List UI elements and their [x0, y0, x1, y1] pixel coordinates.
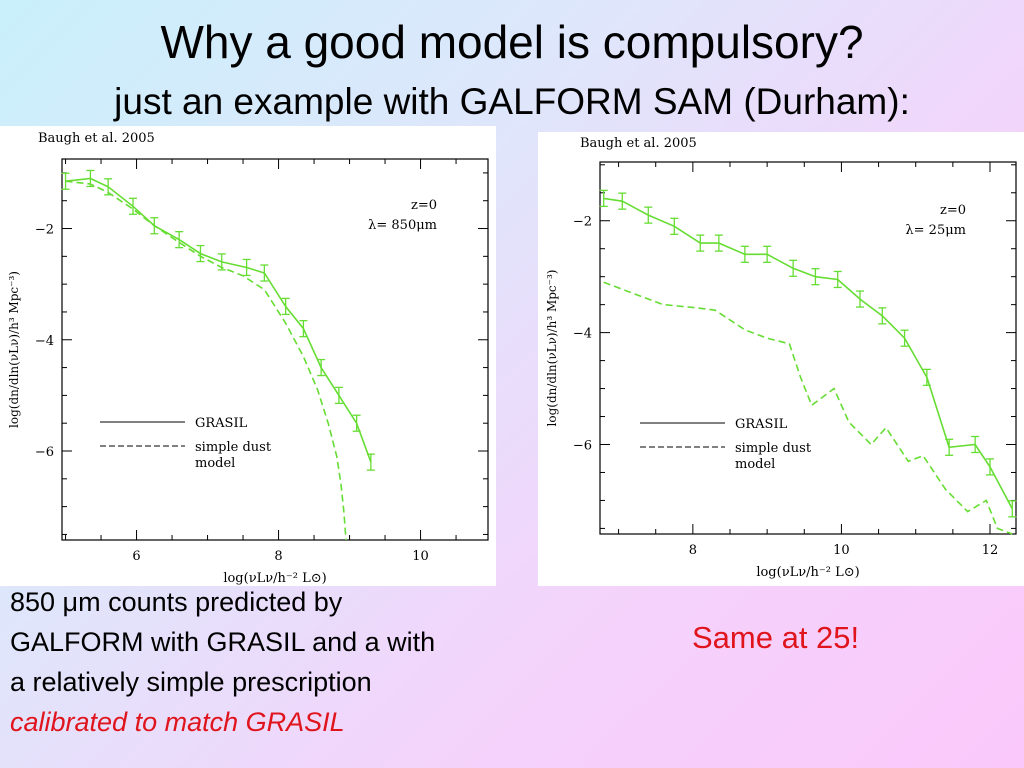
chart-25um: Baugh et al. 2005 8 10 12 −2 −4 −6 log(νLν/h⁻² …	[545, 136, 1017, 580]
legend-label-1: simple dust	[195, 440, 272, 455]
legend-label-1-cont: model	[735, 457, 775, 472]
y-tick-label: −6	[35, 445, 54, 460]
chart-850um: Baugh et al. 2005 6 8 10 −2 −4 −6 log(νLν/h⁻² L…	[7, 131, 489, 586]
caption-right: Same at 25!	[692, 620, 860, 655]
caption-line-4: calibrated to match GRASIL	[10, 707, 345, 737]
plot-frame	[599, 161, 1017, 535]
slide-subtitle: just an example with GALFORM SAM (Durham…	[114, 81, 910, 122]
series-line-1	[603, 281, 1013, 535]
x-axis-label: log(νLν/h⁻² L⊙)	[756, 565, 859, 580]
caption-line-1: 850 μm counts predicted by	[10, 587, 343, 617]
series-line-1	[65, 180, 347, 541]
x-tick-label: 10	[412, 549, 429, 564]
x-tick-label: 8	[689, 543, 697, 558]
caption-line-3: a relatively simple prescription	[10, 667, 372, 697]
x-axis-label: log(νLν/h⁻² L⊙)	[223, 571, 326, 586]
y-axis-label: log(dn/dln(νLν)/h³ Mpc⁻³)	[545, 270, 559, 427]
y-tick-label: −2	[35, 223, 54, 238]
legend-label-0: GRASIL	[195, 416, 248, 431]
chart-panel-25um: Baugh et al. 2005 8 10 12 −2 −4 −6 log(νLν/h⁻² …	[538, 132, 1024, 586]
y-tick-label: −4	[35, 334, 54, 349]
annotation-wavelength: λ= 850μm	[368, 218, 437, 233]
annotation-redshift: z=0	[411, 198, 437, 213]
y-tick-label: −4	[573, 327, 592, 342]
x-tick-label: 10	[833, 543, 850, 558]
legend-label-0: GRASIL	[735, 417, 788, 432]
annotation-wavelength: λ= 25μm	[905, 223, 966, 238]
annotation-redshift: z=0	[940, 203, 966, 218]
slide-title: Why a good model is compulsory?	[160, 16, 864, 68]
legend-label-1: simple dust	[735, 441, 812, 456]
panel-label: Baugh et al. 2005	[580, 136, 697, 151]
x-tick-label: 12	[982, 543, 999, 558]
panel-label: Baugh et al. 2005	[38, 131, 155, 146]
y-axis-label: log(dn/dln(νLν)/h³ Mpc⁻³)	[7, 271, 21, 428]
caption-left: 850 μm counts predicted by GALFORM with …	[10, 582, 570, 742]
plot-frame	[61, 158, 489, 541]
y-tick-label: −6	[573, 438, 592, 453]
x-tick-label: 8	[274, 549, 282, 564]
series-line-0	[65, 177, 372, 463]
series-line-0	[603, 197, 1014, 510]
y-tick-label: −2	[573, 215, 592, 230]
x-tick-label: 6	[132, 549, 140, 564]
legend-label-1-cont: model	[195, 456, 235, 471]
chart-panel-850um: Baugh et al. 2005 6 8 10 −2 −4 −6 log(νLν/h⁻² L…	[0, 126, 496, 586]
caption-line-2: GALFORM with GRASIL and a with	[10, 627, 436, 657]
